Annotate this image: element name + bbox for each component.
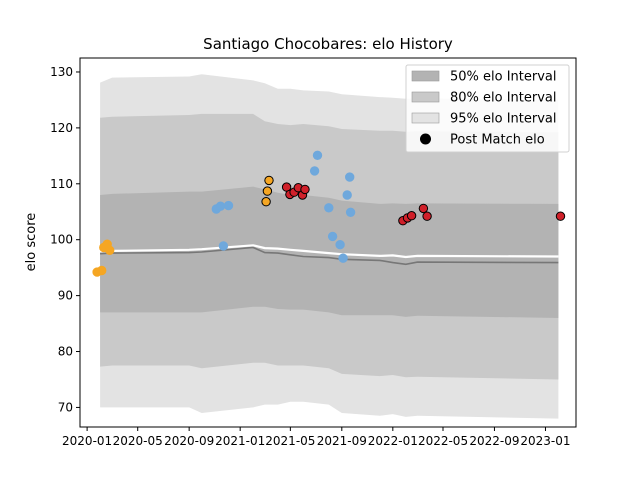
- y-axis-ticks: 70 80 90 100 110 120 130: [50, 65, 80, 414]
- post-match-point: [264, 175, 274, 186]
- post-match-point: [338, 253, 348, 263]
- interval-bands: [100, 74, 559, 419]
- legend-label: 95% elo Interval: [450, 112, 557, 127]
- post-match-point: [309, 166, 320, 176]
- y-tick-label: 100: [50, 233, 73, 247]
- x-tick-label: 2023-01: [520, 434, 570, 448]
- post-match-point: [327, 231, 338, 242]
- y-tick-label: 130: [50, 65, 73, 79]
- legend: 50% elo Interval 80% elo Interval 95% elo …: [405, 64, 570, 153]
- y-tick-label: 120: [50, 121, 73, 135]
- post-match-point: [312, 150, 323, 161]
- x-tick-label: 2020-05: [113, 434, 163, 448]
- median-elo-line: [100, 246, 559, 266]
- y-tick-label: 70: [58, 400, 73, 414]
- x-tick-label: 2020-01: [62, 434, 112, 448]
- post-match-point: [555, 211, 566, 221]
- post-match-point: [218, 241, 229, 251]
- post-match-point: [300, 184, 310, 195]
- post-match-point: [342, 190, 352, 200]
- post-match-point: [105, 245, 115, 256]
- post-match-point: [345, 207, 356, 218]
- x-tick-label: 2022-01: [368, 434, 418, 448]
- post-match-point: [223, 200, 234, 211]
- post-match-point: [406, 211, 417, 221]
- legend-swatch: [411, 112, 440, 124]
- x-tick-label: 2021-09: [317, 434, 367, 448]
- post-match-point: [97, 265, 107, 276]
- y-tick-label: 110: [50, 177, 73, 191]
- x-tick-label: 2021-01: [215, 434, 265, 448]
- y-axis-label: elo score: [24, 213, 39, 272]
- x-tick-label: 2022-09: [469, 434, 519, 448]
- legend-box: [405, 64, 570, 153]
- chart-title: Santiago Chocobares: elo History: [203, 35, 453, 53]
- y-tick-label: 90: [58, 289, 73, 303]
- elo-lines: [100, 244, 559, 266]
- post-match-point: [215, 201, 226, 211]
- post-match-point: [262, 186, 273, 196]
- post-match-point: [324, 203, 334, 213]
- legend-swatch: [411, 70, 440, 82]
- legend-label: Post Match elo: [450, 133, 545, 148]
- legend-swatch: [411, 91, 440, 103]
- x-tick-label: 2022-05: [418, 434, 468, 448]
- axes-frame: [79, 57, 577, 428]
- mean-elo-line: [100, 244, 559, 259]
- x-axis-ticks: 2020-01 2020-05 2020-09 2021-01 2021-05 2021-…: [62, 427, 571, 448]
- x-tick-label: 2021-05: [265, 434, 315, 448]
- post-match-points: [92, 150, 566, 277]
- legend-marker: [420, 133, 431, 145]
- y-tick-label: 80: [58, 345, 73, 359]
- post-match-point: [422, 211, 432, 221]
- post-match-point: [261, 197, 271, 207]
- x-tick-label: 2020-09: [164, 434, 214, 448]
- post-match-point: [335, 240, 345, 250]
- post-match-point: [345, 172, 355, 182]
- post-match-point: [418, 203, 429, 214]
- legend-label: 80% elo Interval: [450, 91, 557, 106]
- legend-label: 50% elo Interval: [450, 70, 557, 85]
